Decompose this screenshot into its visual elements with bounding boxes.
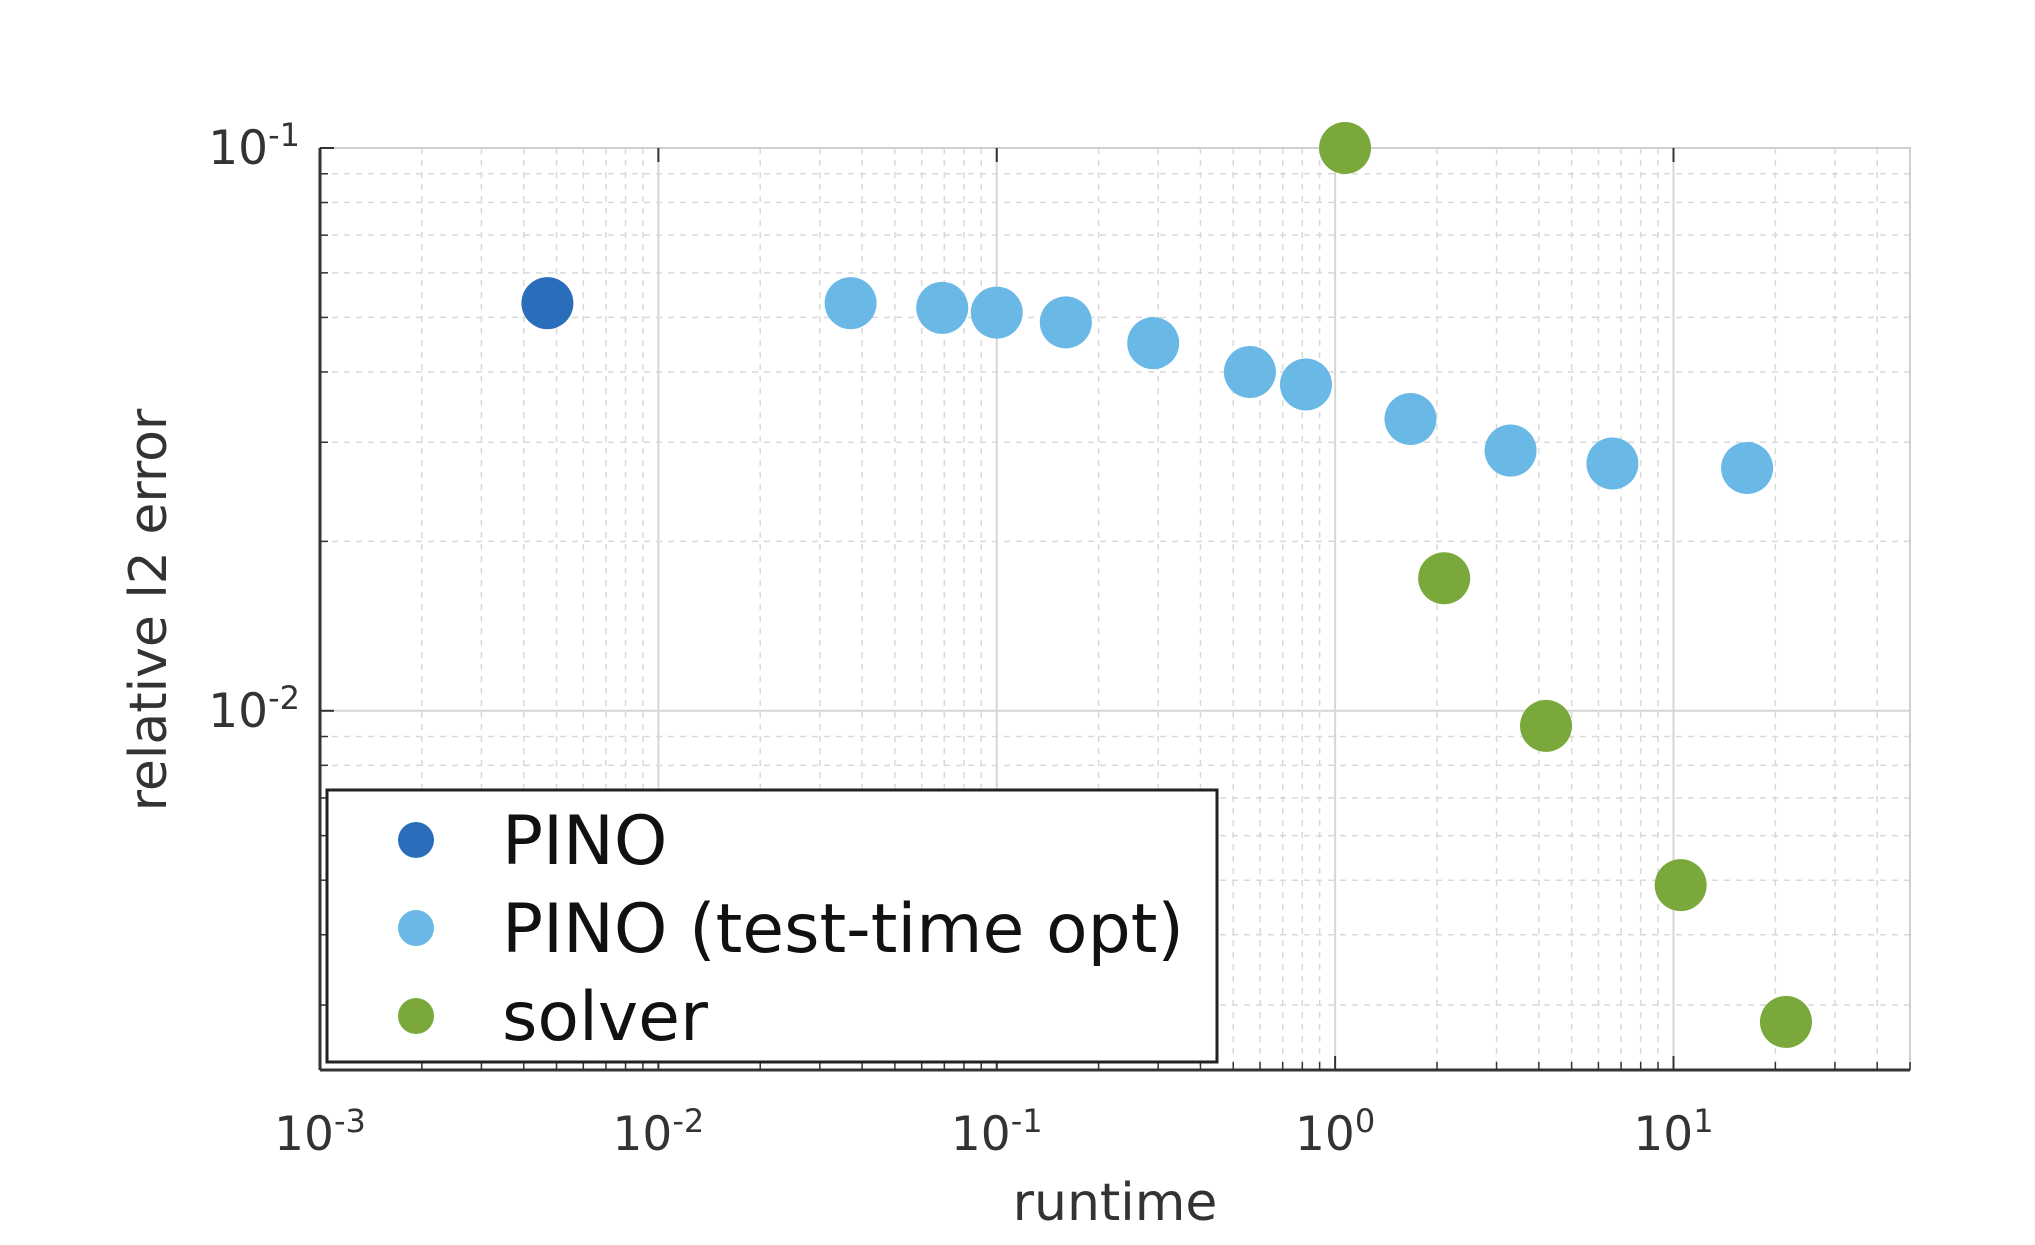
y-tick-labels: 10-1 10-2 xyxy=(208,116,300,739)
data-point-series-1 xyxy=(1586,437,1639,490)
data-point-series-2 xyxy=(1759,995,1812,1048)
data-point-series-0 xyxy=(521,277,574,330)
x-axis-title: runtime xyxy=(1013,1173,1218,1233)
y-tick-label: 10-2 xyxy=(208,679,300,739)
data-point-series-1 xyxy=(1223,345,1276,398)
data-point-series-1 xyxy=(916,281,969,334)
data-point-series-1 xyxy=(1039,296,1092,349)
data-point-series-2 xyxy=(1319,122,1372,174)
data-point-series-1 xyxy=(970,286,1023,339)
data-point-series-1 xyxy=(1127,317,1180,370)
data-point-series-2 xyxy=(1418,552,1471,605)
legend-label-2: solver xyxy=(502,978,708,1057)
data-point-series-2 xyxy=(1520,699,1573,752)
data-point-series-1 xyxy=(824,277,877,330)
legend-marker-2 xyxy=(398,998,434,1034)
legend-marker-0 xyxy=(398,822,434,858)
x-tick-label: 100 xyxy=(1295,1102,1375,1162)
legend-marker-1 xyxy=(398,910,434,946)
x-tick-labels: 10-3 10-2 10-1 100 101 xyxy=(274,1102,1713,1162)
legend-label-0: PINO xyxy=(502,802,667,881)
legend-label-1: PINO (test-time opt) xyxy=(502,890,1184,969)
data-point-series-1 xyxy=(1484,424,1537,477)
y-tick-label: 10-1 xyxy=(208,116,300,176)
x-tick-label: 10-1 xyxy=(951,1102,1043,1162)
x-tick-label: 101 xyxy=(1633,1102,1713,1162)
y-axis-title: relative l2 error xyxy=(119,408,179,811)
x-tick-label: 10-3 xyxy=(274,1102,366,1162)
x-tick-label: 10-2 xyxy=(613,1102,705,1162)
data-points xyxy=(521,122,1812,1048)
data-point-series-2 xyxy=(1654,859,1707,912)
data-point-series-1 xyxy=(1384,392,1437,445)
data-point-series-1 xyxy=(1721,442,1774,495)
legend: PINO PINO (test-time opt) solver xyxy=(325,788,1219,1064)
data-point-series-1 xyxy=(1279,358,1332,411)
legend-box xyxy=(325,788,1219,1064)
